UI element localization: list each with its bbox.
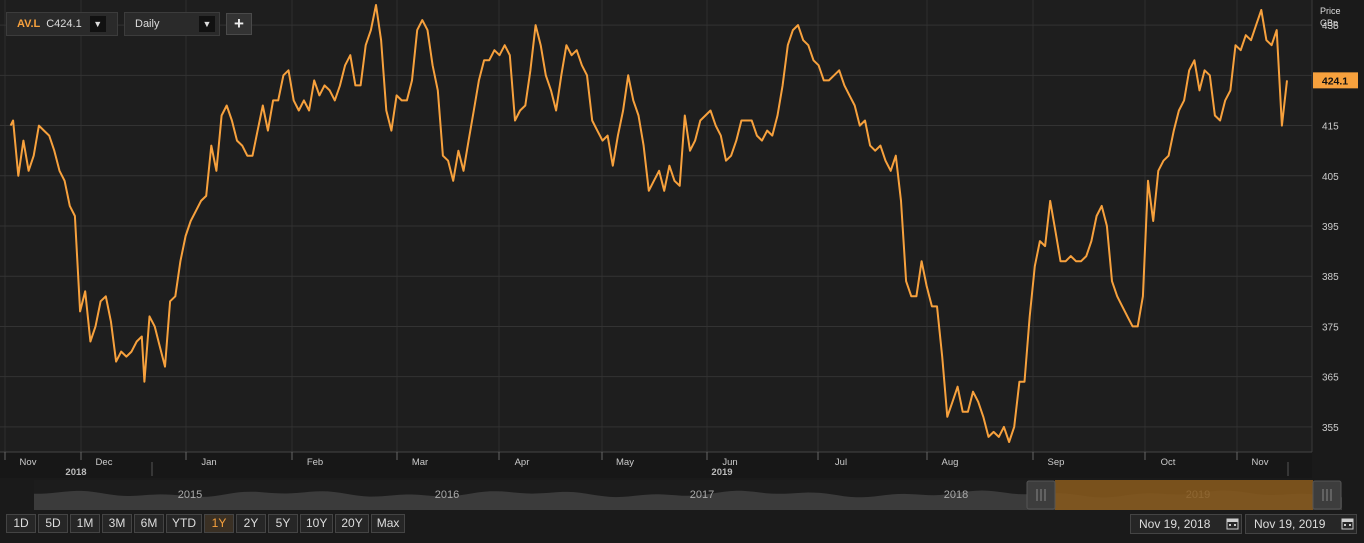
last-price-marker: 424.1 — [1313, 72, 1358, 89]
year-label: 2018 — [65, 467, 86, 478]
navigator-year-label: 2017 — [690, 489, 714, 501]
x-tick-label: Nov — [1252, 457, 1269, 468]
range-button-5y[interactable]: 5Y — [268, 514, 298, 533]
navigator-year-label: 2016 — [435, 489, 459, 501]
x-tick-label: Nov — [20, 457, 37, 468]
grip-handle-icon — [1036, 489, 1046, 501]
x-tick-label: May — [616, 457, 634, 468]
x-axis-labels: Nov Dec Jan Feb Mar Apr May Jun Jul Aug Sep Oct Nov — [20, 457, 1269, 468]
y-tick-label: 365 — [1322, 373, 1339, 384]
y-tick-label: 395 — [1322, 222, 1339, 233]
interval-label: Daily — [135, 18, 160, 30]
x-tick-label: Jun — [722, 457, 737, 468]
y-tick-label: 375 — [1322, 322, 1339, 333]
year-labels: 2018 2019 — [65, 462, 1289, 478]
range-button-1d[interactable]: 1D — [6, 514, 36, 533]
y-tick-label: 415 — [1322, 122, 1339, 133]
x-tick-label: Sep — [1048, 457, 1065, 468]
calendar-icon[interactable] — [1226, 517, 1239, 530]
range-button-max[interactable]: Max — [370, 514, 406, 533]
grip-handle-icon — [1322, 489, 1332, 501]
x-tick-label: Jul — [835, 457, 847, 468]
plus-icon[interactable]: + — [226, 13, 252, 35]
range-button-1m[interactable]: 1M — [70, 514, 100, 533]
instrument-selector[interactable]: AV.L C424.1 ▼ — [6, 12, 118, 36]
range-button-1y[interactable]: 1Y — [204, 514, 234, 533]
interval-selector[interactable]: Daily ▼ — [124, 12, 220, 36]
ric-label: AV.L — [17, 18, 41, 30]
range-button-bar: 1D 5D 1M 3M 6M YTD 1Y 2Y 5Y 10Y 20Y Max — [6, 514, 406, 533]
chevron-down-icon[interactable]: ▼ — [89, 16, 106, 32]
y-tick-label: 405 — [1322, 172, 1339, 183]
range-button-3m[interactable]: 3M — [102, 514, 132, 533]
price-header-label: Price — [1320, 6, 1341, 16]
date-from-field[interactable]: Nov 19, 2018 — [1130, 514, 1242, 534]
navigator-left-handle[interactable] — [1026, 480, 1056, 510]
range-button-2y[interactable]: 2Y — [236, 514, 266, 533]
range-button-20y[interactable]: 20Y — [335, 514, 369, 533]
calendar-icon[interactable] — [1341, 517, 1354, 530]
last-price-label: 424.1 — [1322, 75, 1348, 87]
range-button-ytd[interactable]: YTD — [166, 514, 202, 533]
range-button-10y[interactable]: 10Y — [300, 514, 334, 533]
chart-toolbar: AV.L C424.1 ▼ Daily ▼ + — [6, 12, 252, 36]
x-tick-label: Aug — [942, 457, 959, 468]
x-tick-label: Apr — [515, 457, 530, 468]
date-to-label: Nov 19, 2019 — [1254, 517, 1326, 531]
navigator-year-label: 2015 — [178, 489, 202, 501]
close-price-label: C424.1 — [46, 18, 82, 30]
navigator-selection[interactable] — [1055, 480, 1313, 510]
year-label: 2019 — [711, 467, 732, 478]
x-tick-label: Feb — [307, 457, 323, 468]
range-button-6m[interactable]: 6M — [134, 514, 164, 533]
navigator[interactable]: 20152016201720182019 — [34, 480, 1342, 510]
unit-header-label: GBp — [1320, 18, 1338, 28]
x-tick-label: Dec — [96, 457, 113, 468]
y-tick-label: 385 — [1322, 272, 1339, 283]
range-button-5d[interactable]: 5D — [38, 514, 68, 533]
navigator-right-handle[interactable] — [1312, 480, 1342, 510]
x-tick-label: Oct — [1161, 457, 1176, 468]
y-tick-label: 355 — [1322, 423, 1339, 434]
x-axis-strip — [0, 452, 1312, 478]
date-to-field[interactable]: Nov 19, 2019 — [1245, 514, 1357, 534]
x-tick-label: Jan — [201, 457, 216, 468]
navigator-history-area — [34, 490, 1342, 510]
chevron-down-icon[interactable]: ▼ — [199, 16, 215, 32]
date-from-label: Nov 19, 2018 — [1139, 517, 1211, 531]
x-tick-label: Mar — [412, 457, 428, 468]
series-line-av — [9, 4, 1288, 443]
y-tick-label: 435 — [1322, 21, 1339, 32]
navigator-year-label: 2018 — [944, 489, 968, 501]
x-axis-ticks — [4, 452, 1238, 460]
